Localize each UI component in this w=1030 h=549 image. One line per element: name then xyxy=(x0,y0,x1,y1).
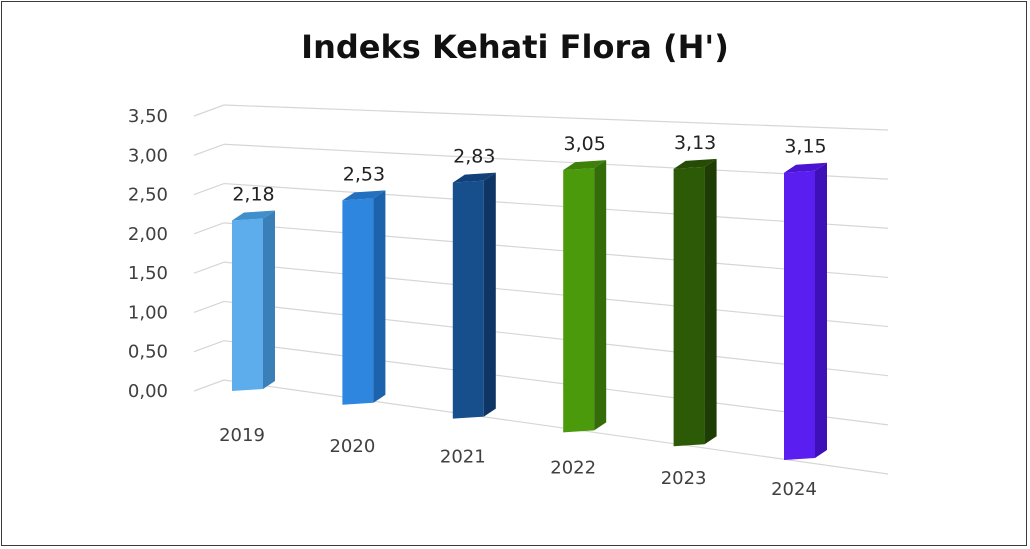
x-tick-label: 2020 xyxy=(329,436,375,457)
bar-front xyxy=(452,180,484,419)
gridline xyxy=(223,104,889,131)
bar-front xyxy=(673,166,705,447)
bar-side xyxy=(263,210,275,389)
bar-front xyxy=(784,170,815,460)
gridline-side xyxy=(193,379,225,392)
bar-top xyxy=(784,162,827,173)
gridline xyxy=(223,340,889,426)
bar xyxy=(452,172,496,419)
gridlines xyxy=(193,104,889,475)
bar-side xyxy=(483,172,496,417)
x-tick-label: 2022 xyxy=(550,457,596,478)
y-tick-label: 3,50 xyxy=(128,106,168,127)
gridline xyxy=(223,261,889,328)
bars xyxy=(232,158,827,460)
gridline-side xyxy=(193,222,225,235)
chart-title: Indeks Kehati Flora (H') xyxy=(301,28,729,66)
bar xyxy=(563,160,607,433)
bar-front xyxy=(232,218,263,391)
bar-side xyxy=(704,158,717,445)
data-label: 3,15 xyxy=(784,136,826,158)
bar-top xyxy=(232,210,275,221)
data-labels: 2,18 2,53 2,83 3,05 3,13 3,15 xyxy=(232,132,826,206)
gridline xyxy=(223,182,889,229)
y-tick-label: 2,00 xyxy=(128,224,168,245)
bar-side xyxy=(815,162,827,458)
y-tick-label: 3,00 xyxy=(128,145,168,166)
data-label: 3,13 xyxy=(674,132,716,154)
bar-front xyxy=(563,168,595,433)
gridline xyxy=(223,143,889,180)
gridline-side xyxy=(193,340,225,353)
gridline-side xyxy=(193,261,225,274)
data-label: 2,18 xyxy=(232,184,274,206)
data-label: 2,53 xyxy=(343,163,385,185)
bar-side xyxy=(373,190,386,403)
gridline-side xyxy=(193,183,225,196)
y-tick-label: 1,50 xyxy=(128,263,168,284)
bar-front xyxy=(342,198,374,405)
bar-top xyxy=(563,160,607,171)
gridline-side xyxy=(193,143,225,156)
data-label: 2,83 xyxy=(453,146,495,168)
y-axis-ticks: 0,00 0,50 1,00 1,50 2,00 2,50 3,00 3,50 xyxy=(128,106,168,402)
bar-top xyxy=(452,172,496,183)
x-tick-label: 2021 xyxy=(440,447,486,468)
bar xyxy=(232,210,275,391)
x-tick-label: 2019 xyxy=(219,425,265,446)
x-tick-label: 2023 xyxy=(661,468,707,489)
bar xyxy=(673,158,717,447)
bar xyxy=(342,190,386,405)
bar-top xyxy=(342,190,386,201)
data-label: 3,05 xyxy=(564,133,606,155)
gridline-side xyxy=(193,104,225,117)
bar-top xyxy=(673,158,717,169)
gridline xyxy=(223,379,889,475)
y-tick-label: 1,00 xyxy=(128,302,168,323)
x-axis-ticks: 2019 2020 2021 2022 2023 2024 xyxy=(219,425,817,500)
x-tick-label: 2024 xyxy=(771,479,817,500)
gridline xyxy=(223,300,889,377)
gridline-side xyxy=(193,300,225,313)
y-tick-label: 2,50 xyxy=(128,185,168,206)
y-tick-label: 0,00 xyxy=(128,381,168,402)
bar xyxy=(784,162,827,460)
gridline xyxy=(223,222,889,279)
y-tick-label: 0,50 xyxy=(128,342,168,363)
bar-side xyxy=(594,160,607,431)
